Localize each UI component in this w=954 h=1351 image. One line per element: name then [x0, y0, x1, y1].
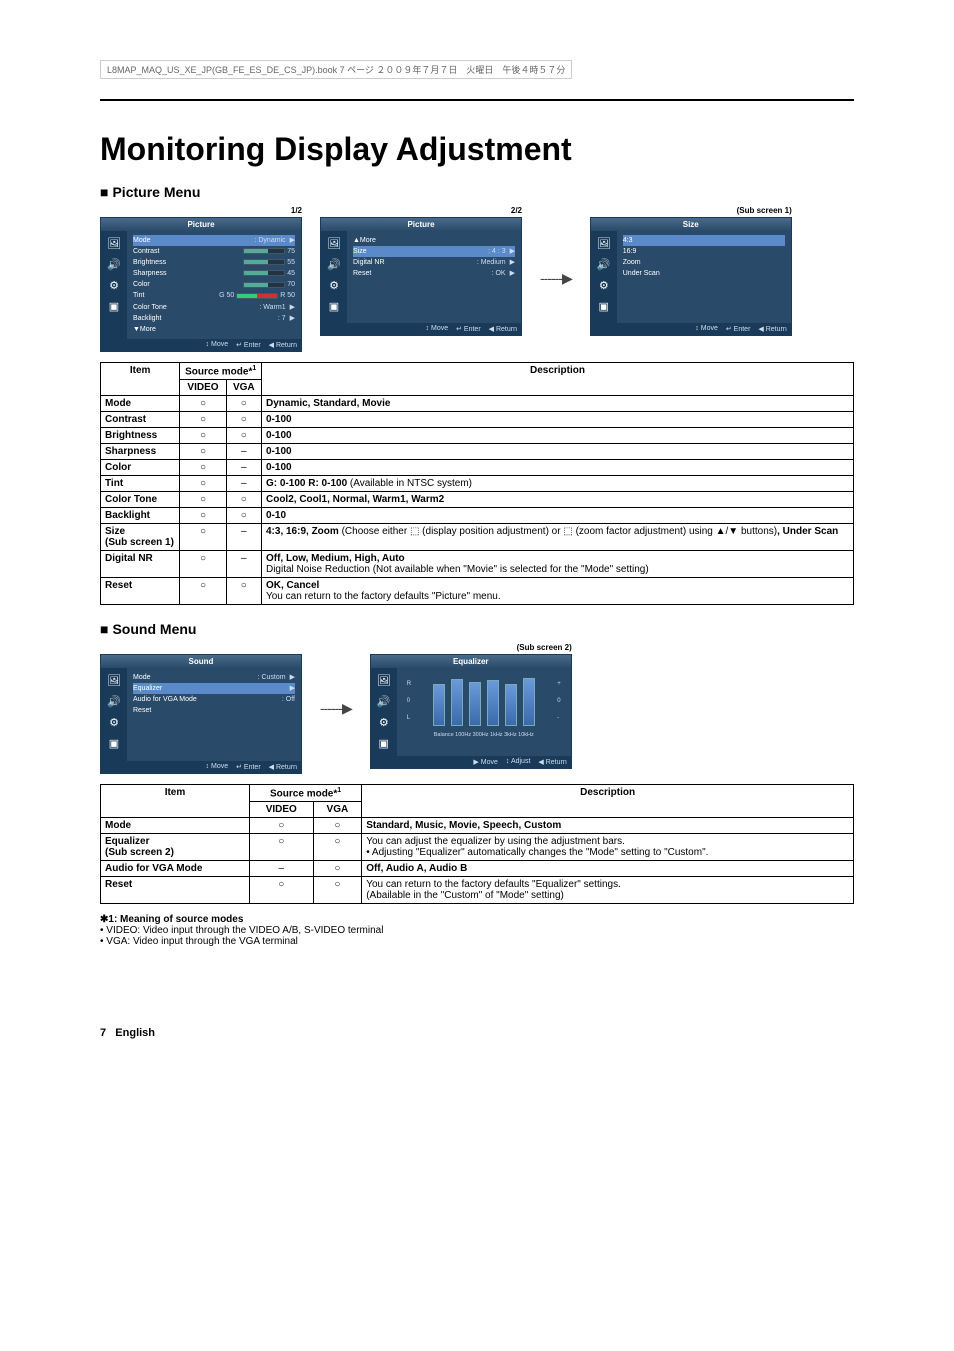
- osd-icons: 🖼 🔊 ⚙ ▣: [321, 231, 347, 323]
- osd-sound-title: Sound: [101, 655, 301, 668]
- osd-sub2: (Sub screen 2): [370, 643, 572, 652]
- pip-icon: ▣: [379, 737, 389, 750]
- th-source: Source mode*1: [249, 784, 361, 801]
- th-vga: VGA: [313, 801, 362, 817]
- table-row: Contrast○○0-100: [101, 412, 854, 428]
- table-row: Backlight○○0-10: [101, 508, 854, 524]
- sound-icon: 🔊: [377, 695, 391, 708]
- book-header: L8MAP_MAQ_US_XE_JP(GB_FE_ES_DE_CS_JP).bo…: [100, 60, 572, 79]
- picture-table: Item Source mode*1 Description VIDEO VGA…: [100, 362, 854, 605]
- setup-icon: ⚙: [109, 279, 119, 292]
- osd-icons: 🖼 🔊 ⚙ ▣: [371, 668, 397, 756]
- sound-menu-heading: Sound Menu: [100, 621, 854, 637]
- pip-icon: ▣: [109, 300, 119, 313]
- pip-icon: ▣: [109, 737, 119, 750]
- sound-osd-row: Sound 🖼 🔊 ⚙ ▣ Mode: Custom▶ Equalizer▶ A…: [100, 643, 854, 773]
- picture-menu-heading: Picture Menu: [100, 184, 854, 200]
- osd-eq-title: Equalizer: [371, 655, 571, 668]
- footnote-line2: • VGA: Video input through the VGA termi…: [100, 936, 854, 947]
- osd-icons: 🖼 🔊 ⚙ ▣: [101, 668, 127, 760]
- sound-icon: 🔊: [597, 258, 611, 271]
- pip-icon: ▣: [329, 300, 339, 313]
- page-number: 7 English: [100, 1027, 854, 1039]
- osd-page-1: 1/2: [100, 206, 302, 215]
- setup-icon: ⚙: [329, 279, 339, 292]
- pip-icon: ▣: [599, 300, 609, 313]
- dashed-arrow: ------▶: [320, 700, 352, 717]
- picture-icon: 🖼: [597, 237, 611, 250]
- osd-picture-title-2: Picture: [321, 218, 521, 231]
- footnote-line1: • VIDEO: Video input through the VIDEO A…: [100, 925, 854, 936]
- picture-icon: 🖼: [107, 237, 121, 250]
- table-row: Equalizer(Sub screen 2)○○You can adjust …: [101, 833, 854, 860]
- eq-bars: [415, 672, 553, 730]
- th-desc: Description: [362, 784, 854, 817]
- table-row: Color Tone○○Cool2, Cool1, Normal, Warm1,…: [101, 492, 854, 508]
- osd-icons: 🖼 🔊 ⚙ ▣: [101, 231, 127, 339]
- osd-equalizer: Equalizer 🖼 🔊 ⚙ ▣ R0L: [370, 654, 572, 769]
- setup-icon: ⚙: [599, 279, 609, 292]
- osd-picture-2: Picture 🖼 🔊 ⚙ ▣ ▲More Size: 4 : 3▶ Digit…: [320, 217, 522, 336]
- osd-picture-1: Picture 🖼 🔊 ⚙ ▣ Mode: Dynamic▶ Contrast …: [100, 217, 302, 352]
- osd-sound: Sound 🖼 🔊 ⚙ ▣ Mode: Custom▶ Equalizer▶ A…: [100, 654, 302, 773]
- table-row: Mode○○Dynamic, Standard, Movie: [101, 396, 854, 412]
- table-row: Brightness○○0-100: [101, 428, 854, 444]
- osd-picture-title: Picture: [101, 218, 301, 231]
- th-item: Item: [101, 362, 180, 395]
- th-item: Item: [101, 784, 250, 817]
- footnote: ✱1: Meaning of source modes • VIDEO: Vid…: [100, 914, 854, 947]
- setup-icon: ⚙: [109, 716, 119, 729]
- th-video: VIDEO: [180, 380, 226, 396]
- osd-page-2: 2/2: [320, 206, 522, 215]
- table-row: Reset○○OK, CancelYou can return to the f…: [101, 578, 854, 605]
- page-title: Monitoring Display Adjustment: [100, 131, 854, 168]
- osd-icons: 🖼 🔊 ⚙ ▣: [591, 231, 617, 323]
- sound-icon: 🔊: [107, 258, 121, 271]
- sound-icon: 🔊: [107, 695, 121, 708]
- table-row: Mode○○Standard, Music, Movie, Speech, Cu…: [101, 817, 854, 833]
- th-vga: VGA: [226, 380, 261, 396]
- table-row: Reset○○You can return to the factory def…: [101, 876, 854, 903]
- th-desc: Description: [261, 362, 853, 395]
- osd-sub1: (Sub screen 1): [590, 206, 792, 215]
- picture-osd-row: 1/2 Picture 🖼 🔊 ⚙ ▣ Mode: Dynamic▶ Contr…: [100, 206, 854, 352]
- table-row: Color○–0-100: [101, 460, 854, 476]
- th-video: VIDEO: [249, 801, 313, 817]
- picture-icon: 🖼: [377, 674, 391, 687]
- sound-icon: 🔊: [327, 258, 341, 271]
- table-row: Size(Sub screen 1)○–4:3, 16:9, Zoom (Cho…: [101, 524, 854, 551]
- osd-size-title: Size: [591, 218, 791, 231]
- table-row: Sharpness○–0-100: [101, 444, 854, 460]
- top-rule: [100, 99, 854, 101]
- osd-size: Size 🖼 🔊 ⚙ ▣ 4:3 16:9 Zoom Under Scan: [590, 217, 792, 336]
- setup-icon: ⚙: [379, 716, 389, 729]
- dashed-arrow: ------▶: [540, 270, 572, 287]
- table-row: Tint○–G: 0-100 R: 0-100 (Available in NT…: [101, 476, 854, 492]
- table-row: Audio for VGA Mode–○Off, Audio A, Audio …: [101, 860, 854, 876]
- footnote-title: ✱1: Meaning of source modes: [100, 914, 854, 925]
- sound-table: Item Source mode*1 Description VIDEO VGA…: [100, 784, 854, 904]
- picture-icon: 🖼: [327, 237, 341, 250]
- picture-icon: 🖼: [107, 674, 121, 687]
- th-source: Source mode*1: [180, 362, 262, 379]
- eq-freq-labels: Balance 100Hz 300Hz 1kHz 3kHz 10kHz: [403, 730, 565, 742]
- table-row: Digital NR○–Off, Low, Medium, High, Auto…: [101, 551, 854, 578]
